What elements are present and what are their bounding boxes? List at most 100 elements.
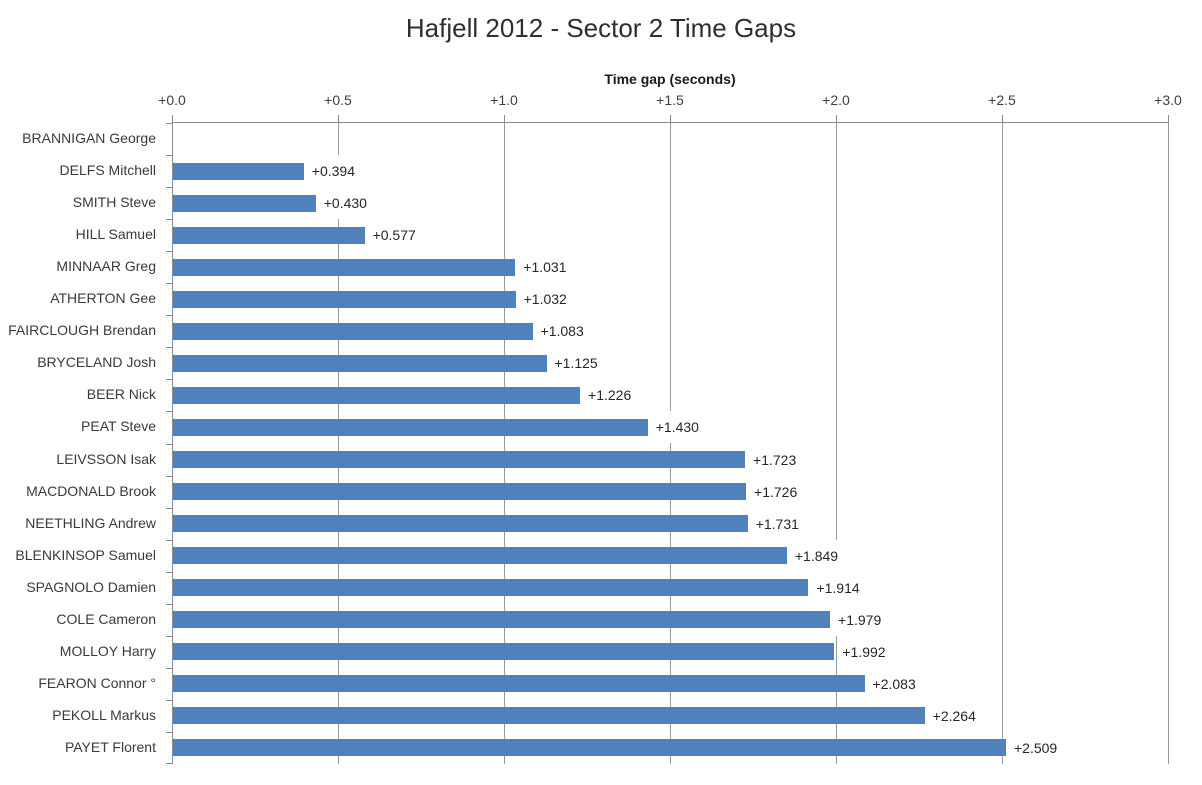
category-label: BLENKINSOP Samuel: [15, 546, 156, 563]
bar: [173, 675, 865, 693]
y-axis-tick-mark: [166, 379, 172, 381]
bar-value-label: +1.031: [520, 251, 570, 284]
x-axis-tick-mark: [1002, 115, 1003, 123]
bar-value-label: +1.992: [839, 635, 889, 668]
category-label: FAIRCLOUGH Brendan: [8, 322, 156, 339]
y-axis-tick-mark: [166, 667, 172, 669]
y-axis-tick-mark: [166, 315, 172, 317]
bar-value-label: +1.914: [813, 571, 863, 604]
y-axis-tick-mark: [166, 347, 172, 349]
gridline: [1002, 123, 1003, 764]
x-axis-title: Time gap (seconds): [604, 71, 736, 87]
gridline: [670, 123, 671, 764]
x-axis-tick-label: +0.5: [324, 92, 352, 108]
bar-value-label: +2.083: [869, 667, 919, 700]
bar: [173, 515, 748, 533]
y-axis-tick-mark: [166, 571, 172, 573]
y-axis-tick-mark: [166, 475, 172, 477]
bar-value-label: +1.226: [585, 379, 635, 412]
bar: [173, 579, 809, 597]
bar: [173, 739, 1006, 757]
y-axis-tick-mark: [166, 763, 172, 764]
y-axis-category-labels: BRANNIGAN George DELFS Mitchell SMITH Stev…: [0, 122, 164, 763]
category-label: BRANNIGAN George: [22, 130, 156, 147]
x-axis-tick-label: +0.0: [158, 92, 186, 108]
x-axis-tick-mark: [338, 115, 339, 123]
bar: [173, 258, 516, 276]
bar: [173, 322, 533, 340]
y-axis-tick-mark: [166, 123, 172, 124]
gridline: [504, 123, 505, 764]
x-axis-tick-label: +1.5: [656, 92, 684, 108]
bar-value-label: +1.032: [520, 283, 570, 316]
y-axis-tick-mark: [166, 283, 172, 285]
y-axis-tick-mark: [166, 603, 172, 605]
bar-value-label: +1.979: [835, 603, 885, 636]
category-label: FEARON Connor °: [38, 674, 156, 691]
y-axis-tick-mark: [166, 699, 172, 701]
bar: [173, 226, 365, 244]
gridline: [1168, 123, 1169, 764]
bar: [173, 483, 747, 501]
x-axis-tick-mark: [1168, 115, 1169, 123]
category-label: HILL Samuel: [75, 226, 156, 243]
x-axis-tick-mark: [504, 115, 505, 123]
bar: [173, 611, 831, 629]
bar-value-label: +2.509: [1010, 731, 1061, 764]
bar: [173, 643, 835, 661]
category-label: MACDONALD Brook: [26, 482, 156, 499]
x-axis-tick-label: +1.0: [490, 92, 518, 108]
bar-value-label: +2.264: [929, 699, 979, 732]
y-axis-tick-mark: [166, 411, 172, 413]
bar: [173, 290, 516, 308]
bar-value-label: +1.125: [551, 347, 601, 380]
x-axis-tick-mark: [670, 115, 671, 123]
category-label: MOLLOY Harry: [59, 642, 156, 659]
y-axis-tick-mark: [166, 731, 172, 733]
y-axis-tick-mark: [166, 635, 172, 637]
category-label: MINNAAR Greg: [56, 258, 156, 275]
bar-value-label: +1.731: [752, 507, 802, 540]
bar-value-label: +1.849: [791, 539, 842, 572]
category-label: BRYCELAND Josh: [37, 354, 156, 371]
bar-value-label: +1.723: [750, 443, 800, 476]
y-axis-tick-mark: [166, 539, 172, 541]
bar-value-label: +0.430: [320, 187, 370, 220]
category-label: PAYET Florent: [64, 738, 156, 755]
x-axis-tick-label: +2.5: [988, 92, 1016, 108]
gridline: [338, 123, 339, 764]
gridline: [836, 123, 837, 764]
category-label: PEKOLL Markus: [52, 706, 156, 723]
category-label: SPAGNOLO Damien: [26, 578, 156, 595]
bar: [173, 707, 925, 725]
category-label: BEER Nick: [86, 386, 156, 403]
bar-value-label: +1.430: [652, 411, 702, 444]
bar-value-label: +1.083: [537, 315, 587, 348]
y-axis-tick-mark: [166, 187, 172, 189]
x-axis-tick-mark: [172, 115, 173, 123]
category-label: LEIVSSON Isak: [56, 450, 156, 467]
bar: [173, 354, 547, 372]
category-label: ATHERTON Gee: [50, 290, 156, 307]
bar: [173, 386, 581, 404]
x-axis-tick-label: +3.0: [1154, 92, 1182, 108]
category-label: NEETHLING Andrew: [25, 514, 156, 531]
y-axis-tick-mark: [166, 443, 172, 445]
bar: [173, 162, 304, 180]
x-axis-tick-mark: [836, 115, 837, 123]
bar: [173, 418, 648, 436]
category-label: COLE Cameron: [56, 610, 156, 627]
x-axis-tick-labels: +0.0 +0.5 +1.0 +1.5 +2.0 +2.5 +3.0: [158, 92, 1182, 112]
bar-value-label: +1.726: [751, 475, 801, 508]
y-axis-tick-mark: [166, 219, 172, 221]
bar: [173, 547, 787, 565]
plot-area: +0.394 +0.430 +0.577 +1.031 +1.032 +1.083 +1.1…: [166, 115, 1169, 764]
category-label: PEAT Steve: [81, 418, 156, 435]
bar: [173, 194, 316, 212]
x-axis-tick-label: +2.0: [822, 92, 850, 108]
category-label: DELFS Mitchell: [59, 162, 156, 179]
bar-value-label: +0.394: [308, 155, 359, 188]
y-axis-tick-mark: [166, 251, 172, 253]
bar-value-label: +0.577: [369, 219, 419, 252]
